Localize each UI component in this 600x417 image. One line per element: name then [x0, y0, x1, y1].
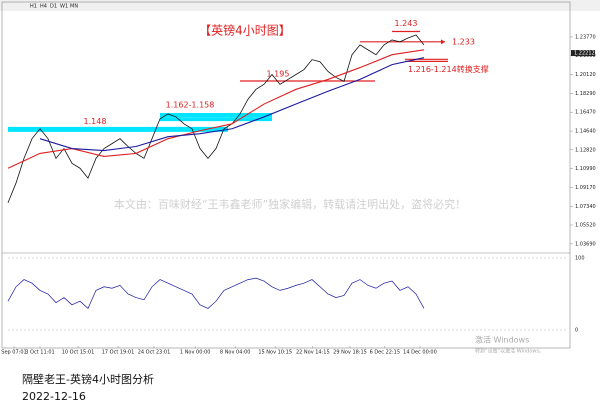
x-tick-label: 14 Dec 00:00 — [403, 350, 437, 356]
oscillator-line — [7, 277, 425, 309]
y-tick-label: 1.10990 — [575, 166, 596, 172]
annotation: 1.216-1.214转换支撑 — [408, 64, 489, 74]
y-tick-label: 1.20120 — [575, 72, 596, 78]
annotation: 1.162-1.158 — [166, 100, 215, 109]
y-tick-label: 1.07340 — [575, 204, 596, 210]
y-tick-label: 1.03690 — [575, 241, 596, 247]
current-price-label: 1.22212 — [574, 51, 595, 57]
y-tick-label: 1.09170 — [575, 185, 596, 191]
x-tick-label: 6 Dec 22:15 — [370, 350, 400, 356]
price-line — [7, 34, 425, 203]
y-tick-label: 1.14640 — [575, 129, 596, 135]
toolbar-button[interactable]: H4 — [40, 4, 47, 10]
frame — [1, 1, 571, 349]
y-tick-label: 1.16470 — [575, 110, 596, 116]
y-tick-label: 1.21950 — [575, 53, 596, 59]
toolbar-button[interactable]: MN — [70, 4, 78, 10]
x-tick-label: 8 Nov 04:00 — [220, 350, 251, 356]
x-tick-label: 10 Oct 15:01 — [62, 350, 95, 356]
annotation: 1.195 — [267, 69, 290, 78]
annotation: 1.148 — [84, 117, 107, 126]
moving-average — [7, 49, 425, 169]
x-tick-label: 1 Nov 00:00 — [180, 350, 211, 356]
osc-tick-label: 100 — [575, 256, 585, 262]
toolbar-button[interactable]: D1 — [50, 4, 57, 10]
watermark: 本文由：百味财经“王韦鑫老师”独家编辑，转载请注明出处，盗将必究！ — [114, 197, 466, 211]
windows-notice: 激活 Windows — [475, 335, 529, 345]
y-tick-label: 1.23770 — [575, 34, 596, 40]
x-tick-label: 15 Nov 10:15 — [258, 350, 292, 356]
x-tick-label: 22 Nov 14:15 — [296, 350, 330, 356]
caption-date: 2022-12-16 — [22, 390, 86, 403]
y-tick-label: 1.12820 — [575, 147, 596, 153]
moving-average — [39, 57, 425, 152]
arrow-head — [441, 39, 445, 45]
y-tick-label: 1.18290 — [575, 91, 596, 97]
annotation: 1.243 — [395, 19, 418, 28]
windows-notice: 转到“设置”以激活 Windows。 — [475, 348, 544, 355]
x-tick-label: 29 Nov 18:15 — [333, 350, 367, 356]
x-tick-label: 3 Oct 11:01 — [25, 350, 54, 356]
toolbar-button[interactable]: H1 — [30, 4, 37, 10]
x-tick-label: 17 Oct 19:01 — [102, 350, 135, 356]
caption: 隔壁老王-英镑4小时图分析 — [22, 372, 154, 386]
current-price-box — [571, 50, 595, 57]
toolbar-button[interactable]: W1 — [60, 4, 68, 10]
osc-tick-label: 0 — [575, 328, 578, 334]
annotation: 1.233 — [452, 37, 475, 46]
y-tick-label: 1.05520 — [575, 223, 596, 229]
x-tick-label: 24 Oct 23:01 — [138, 350, 171, 356]
toolbar — [0, 0, 600, 11]
x-tick-label: Sep 07:01 — [1, 350, 26, 356]
chart-title: 【英镑4小时图】 — [199, 23, 291, 38]
